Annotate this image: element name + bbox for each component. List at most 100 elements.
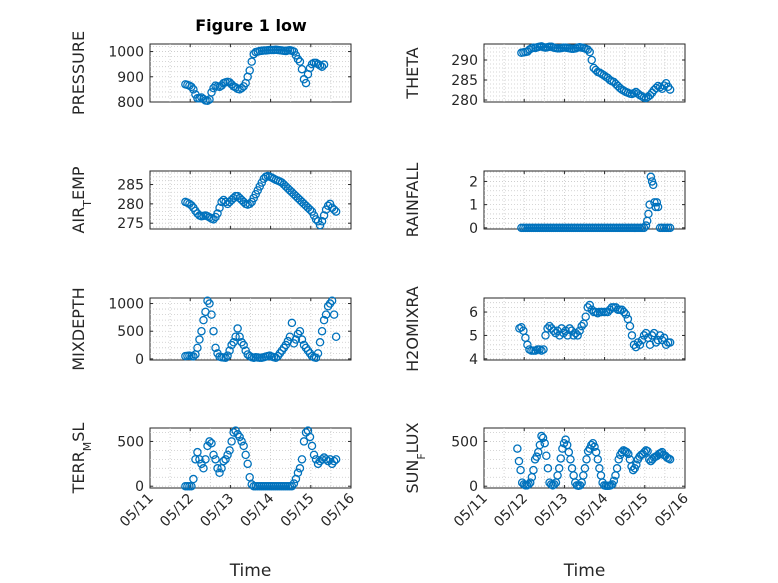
data-point: [327, 296, 337, 306]
data-point: [321, 310, 331, 319]
data-point: [291, 335, 301, 344]
y-tick-label: 500: [117, 434, 144, 450]
data-point: [639, 223, 649, 233]
data-point: [247, 480, 256, 489]
data-point: [237, 437, 246, 446]
data-point: [237, 83, 246, 93]
data-point: [217, 197, 226, 207]
data-point: [193, 343, 202, 353]
data-point: [532, 452, 541, 461]
data-point: [593, 455, 603, 464]
data-point: [331, 207, 341, 216]
data-point: [585, 47, 594, 57]
data-point: [305, 205, 315, 214]
data-point: [195, 455, 204, 464]
data-point: [213, 464, 222, 473]
y-axis-label: TERRMSL: [69, 423, 94, 495]
data-point: [665, 85, 675, 94]
y-tick-label: 500: [117, 324, 144, 340]
subplot-5: 0 500 1000 MIXDEPTH: [69, 287, 352, 371]
y-axis-label: MIXDEPTH: [69, 287, 88, 370]
data-point: [209, 215, 218, 224]
data-point: [225, 346, 234, 355]
data-point: [644, 209, 653, 219]
data-point: [614, 455, 623, 464]
y-axis-label: H2OMIXRA: [403, 286, 422, 372]
data-point: [539, 345, 548, 354]
data-point: [311, 455, 321, 464]
y-tick-label: 0: [135, 479, 144, 495]
data-point: [525, 478, 535, 487]
y-tick-label: 0: [135, 352, 144, 368]
data-point: [229, 428, 238, 437]
y-tick-label: 6: [469, 305, 478, 321]
y-tick-label: 900: [117, 70, 144, 86]
data-point: [319, 211, 329, 220]
data-point: [575, 326, 584, 336]
data-point: [297, 335, 307, 344]
data-point: [239, 441, 248, 451]
data-point: [556, 454, 566, 463]
data-point: [301, 78, 311, 88]
data-point: [199, 315, 208, 325]
data-point: [635, 340, 645, 350]
data-point: [653, 202, 663, 212]
data-point: [209, 83, 218, 93]
y-tick-label: 280: [117, 197, 144, 213]
series-markers: [517, 42, 675, 103]
data-point: [583, 45, 592, 54]
data-point: [317, 217, 327, 226]
subplot-4: 0 1 2 RAINFALL: [403, 163, 686, 237]
data-point: [535, 440, 545, 450]
data-point: [233, 324, 242, 333]
data-point: [651, 83, 661, 93]
data-point: [331, 455, 341, 464]
data-point: [319, 315, 329, 325]
data-point: [189, 474, 198, 484]
series-markers: [181, 296, 341, 363]
y-tick-label: 800: [117, 95, 144, 111]
subplot-2: 280 285 290 THETA: [403, 42, 686, 109]
data-point: [209, 450, 218, 460]
data-point: [231, 83, 240, 92]
data-point: [207, 310, 216, 319]
data-point: [569, 331, 578, 340]
series-markers: [181, 171, 341, 230]
data-point: [325, 455, 335, 464]
y-tick-label: 290: [451, 53, 478, 69]
data-point: [550, 480, 559, 489]
data-point: [289, 479, 299, 488]
y-axis-label: SUNFLUX: [403, 422, 428, 493]
data-point: [213, 209, 222, 218]
data-point: [537, 431, 546, 441]
data-point: [209, 326, 218, 336]
y-tick-label: 2: [469, 174, 478, 190]
data-point: [665, 455, 675, 464]
data-point: [235, 332, 244, 341]
y-tick-label: 4: [469, 352, 478, 368]
data-point: [311, 353, 321, 363]
data-point: [219, 456, 228, 466]
data-point: [221, 455, 230, 464]
y-tick-label: 285: [451, 73, 478, 89]
data-point: [540, 438, 549, 448]
data-point: [554, 464, 564, 473]
subplot-1: 800 900 1000 PRESSURE: [69, 31, 352, 115]
data-point: [245, 199, 254, 209]
data-point: [287, 318, 297, 328]
data-point: [297, 64, 307, 74]
y-tick-label: 275: [117, 216, 144, 232]
subplot-3: 275 280 285 AIRTEMP: [69, 166, 352, 234]
data-point: [580, 464, 590, 473]
data-point: [659, 81, 669, 90]
x-axis-label: Time: [229, 561, 272, 581]
data-point: [247, 57, 256, 66]
data-point: [329, 456, 339, 466]
data-point: [199, 464, 208, 473]
data-point: [315, 61, 325, 70]
data-point: [609, 476, 619, 486]
data-point: [211, 343, 220, 353]
data-point: [207, 88, 216, 97]
data-point: [205, 299, 214, 308]
series-markers: [181, 45, 329, 105]
